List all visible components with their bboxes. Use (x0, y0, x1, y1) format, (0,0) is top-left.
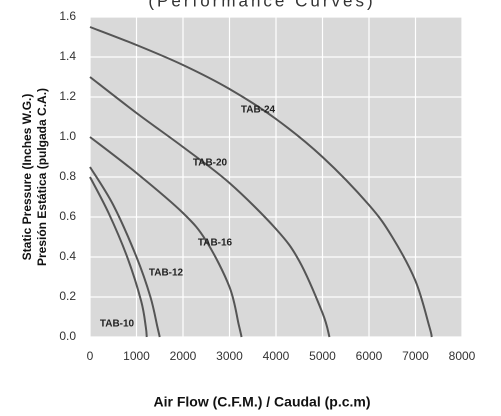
y-tick-label: 1.0 (59, 129, 76, 143)
x-tick-label: 8000 (449, 349, 476, 363)
series-label: TAB-20 (193, 158, 228, 169)
y-tick-label: 1.4 (59, 49, 76, 63)
series-label: TAB-12 (149, 268, 184, 279)
x-tick-label: 2000 (170, 349, 197, 363)
y-axis-label: Static Pressure (Inches W.G.) (20, 94, 34, 261)
y-tick-label: 0.4 (59, 249, 76, 263)
y-tick-label: 0.8 (59, 169, 76, 183)
curve (89, 176, 148, 338)
y-tick-label: 1.6 (59, 9, 76, 23)
y-tick-label: 0.0 (59, 329, 76, 343)
x-tick-label: 1000 (123, 349, 150, 363)
y-tick-label: 0.6 (59, 209, 76, 223)
y-tick-label: 1.2 (59, 89, 76, 103)
x-axis-label: Air Flow (C.F.M.) / Caudal (p.c.m) (154, 394, 371, 410)
curve (89, 26, 433, 338)
x-tick-label: 3000 (216, 349, 243, 363)
x-tick-label: 5000 (309, 349, 336, 363)
curve (89, 166, 161, 338)
curve (89, 136, 243, 338)
y-axis-label: Presión Estática (pulgada C.A.) (35, 88, 49, 266)
x-tick-label: 4000 (263, 349, 290, 363)
y-tick-label: 0.2 (59, 289, 76, 303)
x-tick-label: 7000 (402, 349, 429, 363)
x-tick-label: 6000 (356, 349, 383, 363)
series-label: TAB-16 (198, 238, 233, 249)
series-label: TAB-10 (100, 319, 135, 330)
chart-title: (Performance Curves) (148, 0, 375, 10)
curve (89, 76, 331, 338)
x-tick-label: 0 (87, 349, 94, 363)
series-label: TAB-24 (241, 105, 276, 116)
